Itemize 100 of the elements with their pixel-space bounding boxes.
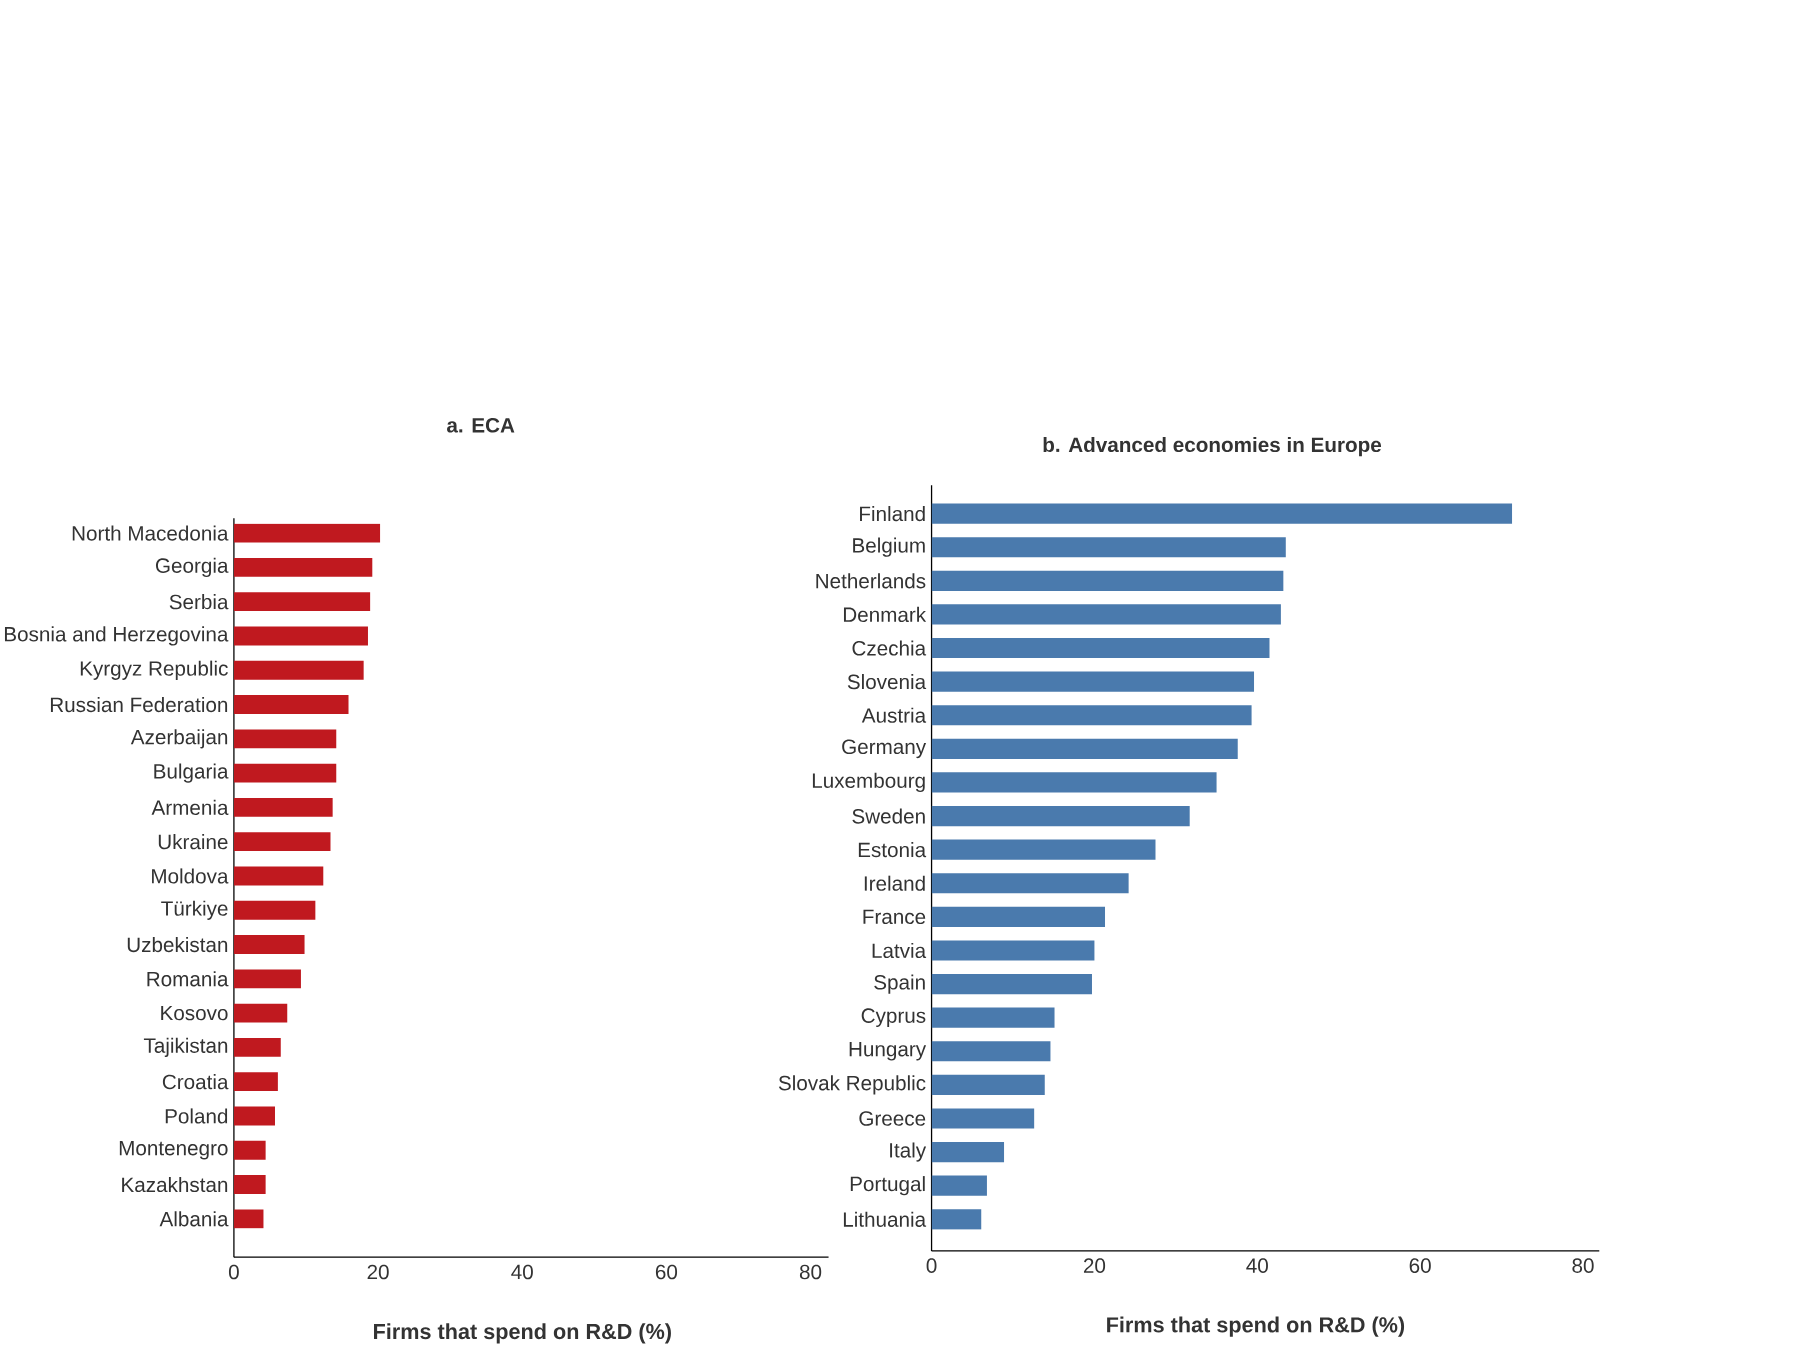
y-tick-label: Estonia (858, 842, 927, 858)
bar (233, 558, 373, 577)
y-tick-label: Sweden (852, 808, 925, 824)
bar (233, 729, 337, 749)
bar (931, 570, 1284, 592)
y-tick-label: Greece (859, 1111, 926, 1126)
bar (233, 900, 316, 920)
x-axis-title: Firms that spend on R&D (%) (374, 1323, 671, 1344)
y-tick-label: Georgia (155, 557, 229, 578)
bar (233, 763, 337, 783)
y-tick-label: Tajikistan (143, 1037, 228, 1058)
bar (233, 523, 381, 543)
y-tick-label: Bulgaria (154, 763, 229, 783)
bar (931, 1041, 1051, 1062)
y-tick-label: Kyrgyz Republic (80, 660, 228, 681)
bar (233, 798, 333, 817)
y-tick-label: Uzbekistan (127, 937, 228, 953)
x-tick-label: 80 (799, 1264, 822, 1280)
bar (931, 940, 1095, 961)
bar (233, 660, 364, 680)
bar (233, 1003, 288, 1023)
bar (233, 1209, 264, 1229)
bar (931, 671, 1255, 692)
bar (931, 705, 1252, 726)
x-tick-label: 0 (926, 1258, 937, 1274)
bar (233, 626, 368, 646)
chart-title: b. Advanced economies in Europe (1043, 437, 1382, 457)
bar (931, 738, 1238, 760)
y-tick-label: Kazakhstan (122, 1177, 228, 1193)
bar (931, 1007, 1055, 1028)
y-tick-label: France (863, 909, 926, 925)
bar (931, 873, 1129, 894)
chart-title: a. ECA (447, 418, 515, 433)
y-tick-label: Czechia (852, 640, 927, 656)
bar (233, 1106, 275, 1126)
bar (931, 1142, 1005, 1163)
bar (931, 638, 1270, 659)
x-tick-label: 80 (1572, 1258, 1594, 1274)
bar (233, 969, 301, 989)
bar (233, 592, 371, 612)
y-tick-label: Armenia (151, 799, 229, 816)
bar (931, 806, 1190, 827)
x-tick-label: 20 (1083, 1258, 1106, 1274)
y-tick-label: North Macedonia (72, 525, 229, 541)
y-tick-label: Slovenia (847, 674, 927, 690)
y-tick-label: Denmark (843, 606, 927, 623)
bar (233, 1072, 278, 1092)
bar (931, 503, 1513, 524)
y-tick-label: Ukraine (158, 834, 228, 850)
y-tick-label: Hungary (849, 1042, 927, 1061)
y-tick-label: Azerbaijan (130, 729, 228, 749)
bar (233, 695, 349, 715)
y-tick-label: Cyprus (861, 1008, 926, 1028)
bar (931, 839, 1156, 860)
y-tick-label: Serbia (169, 594, 229, 610)
x-tick-label: 60 (1409, 1258, 1431, 1274)
bar (233, 1038, 281, 1057)
bar (931, 537, 1286, 558)
y-tick-label: Russian Federation (50, 697, 228, 713)
y-tick-label: Montenegro (119, 1141, 228, 1160)
y-tick-label: Slovak Republic (778, 1075, 926, 1095)
y-tick-label: Poland (165, 1108, 228, 1124)
y-tick-label: Türkiye (161, 900, 228, 921)
x-tick-label: 40 (1246, 1258, 1268, 1274)
x-axis-title: Firms that spend on R&D (%) (1107, 1316, 1405, 1337)
x-tick-label: 40 (511, 1264, 533, 1280)
bar (931, 1108, 1035, 1129)
bar (931, 772, 1217, 793)
y-tick-label: Romania (147, 971, 229, 987)
y-tick-label: Kosovo (161, 1006, 228, 1021)
bar (233, 866, 324, 886)
x-tick-label: 60 (655, 1264, 678, 1280)
bar (931, 1074, 1045, 1096)
y-tick-label: Albania (159, 1211, 229, 1227)
y-tick-label: Lithuania (843, 1211, 927, 1228)
bar (931, 604, 1281, 625)
y-tick-label: Portugal (850, 1176, 925, 1196)
y-tick-label: Netherlands (816, 573, 926, 589)
bar (931, 1175, 987, 1196)
bar (931, 974, 1092, 995)
y-tick-label: Spain (874, 974, 925, 994)
y-tick-label: Moldova (152, 868, 229, 884)
y-tick-label: Latvia (872, 943, 927, 959)
y-tick-label: Austria (861, 707, 927, 723)
bar (931, 1209, 982, 1230)
y-tick-label: Germany (842, 739, 927, 759)
y-tick-label: Ireland (864, 875, 925, 891)
y-tick-label: Croatia (162, 1074, 229, 1090)
y-tick-label: Luxembourg (812, 772, 925, 793)
y-tick-label: Finland (860, 506, 925, 522)
bar (931, 906, 1106, 928)
bar (233, 832, 331, 852)
bar (233, 1140, 266, 1160)
y-tick-label: Bosnia and Herzegovina (4, 626, 229, 646)
bar (233, 935, 305, 955)
bar (233, 1175, 266, 1195)
y-tick-label: Italy (890, 1142, 927, 1162)
y-tick-label: Belgium (853, 537, 925, 557)
x-tick-label: 0 (228, 1264, 239, 1280)
x-tick-label: 20 (367, 1264, 389, 1280)
